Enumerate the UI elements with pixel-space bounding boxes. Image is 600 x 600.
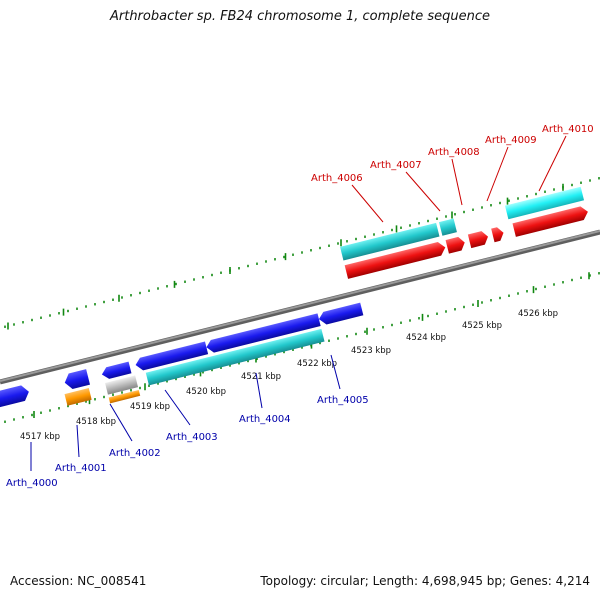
gene-blue-arth-4000[interactable] [0, 384, 31, 413]
gene-gray-arth-4002[interactable] [105, 375, 139, 395]
reverse-strand-leader-line [330, 354, 341, 390]
gene-blue-arth-4001[interactable] [63, 369, 91, 390]
gene-red-arth-4009[interactable] [491, 226, 505, 243]
gene-cyan-arth-4006[interactable] [340, 222, 440, 261]
reverse-strand-gene-label[interactable]: Arth_4002 [109, 448, 161, 459]
gene-red-arth-4007[interactable] [445, 236, 467, 254]
gene-orange-arth-4002[interactable] [108, 389, 141, 404]
gene-blue-arth-4002[interactable] [100, 361, 132, 381]
scale-label: 4521 kbp [241, 372, 281, 382]
upper-tick-row [4, 177, 600, 330]
scale-label: 4522 kbp [297, 359, 337, 369]
gene-cyan-arth-4007[interactable] [439, 218, 457, 236]
gene-cyan-arth-4010[interactable] [504, 186, 585, 220]
forward-strand-gene-label[interactable]: Arth_4008 [428, 147, 480, 158]
reverse-strand-leader-line [255, 372, 263, 409]
forward-strand-gene-label[interactable]: Arth_4010 [542, 124, 594, 135]
scale-label: 4517 kbp [20, 432, 60, 442]
reverse-strand-gene-label[interactable]: Arth_4001 [55, 463, 107, 474]
gene-blue-arth-4004[interactable] [205, 313, 321, 354]
scale-label: 4525 kbp [462, 321, 502, 331]
reverse-strand-leader-line [109, 403, 133, 442]
backbone [0, 229, 600, 385]
map-title: Arthrobacter sp. FB24 chromosome 1, comp… [109, 9, 491, 24]
gene-features [0, 186, 589, 413]
gene-red-arth-4010[interactable] [512, 205, 589, 237]
reverse-strand-leader-line [76, 424, 80, 458]
scale-label: 4518 kbp [76, 417, 116, 427]
reverse-strand-gene-label[interactable]: Arth_4000 [6, 478, 58, 489]
forward-strand-gene-label[interactable]: Arth_4007 [370, 160, 422, 171]
gene-red-arth-4008[interactable] [467, 230, 490, 249]
forward-strand-leader-line [451, 158, 463, 206]
reverse-strand-leader-line [164, 389, 191, 426]
scale-label: 4524 kbp [406, 333, 446, 343]
scale-label: 4520 kbp [186, 387, 226, 397]
gene-cyan-arth-4003[interactable] [145, 328, 325, 386]
kbp-scale-labels: 4517 kbp 4518 kbp 4519 kbp 4520 kbp 4521 kbp… [20, 309, 558, 442]
gene-orange-arth-4001[interactable] [64, 388, 92, 406]
lower-tick-row [4, 272, 600, 423]
gene-red-arth-4006[interactable] [344, 241, 447, 279]
genome-info-text: Topology: circular; Length: 4,698,945 bp… [260, 574, 590, 588]
accession-text: Accession: NC_008541 [10, 574, 147, 588]
forward-strand-gene-label[interactable]: Arth_4009 [485, 135, 537, 146]
reverse-strand-gene-label[interactable]: Arth_4003 [166, 432, 218, 443]
gene-blue-arth-4005[interactable] [317, 302, 364, 326]
scale-label: 4523 kbp [351, 346, 391, 356]
forward-strand-leader-line [351, 184, 384, 223]
gene-blue-arth-4003[interactable] [134, 341, 209, 371]
reverse-strand-gene-label[interactable]: Arth_4005 [317, 395, 369, 406]
forward-strand-gene-label[interactable]: Arth_4006 [311, 173, 363, 184]
label-leader-lines [30, 135, 567, 471]
scale-label: 4526 kbp [518, 309, 558, 319]
forward-strand-leader-line [405, 171, 441, 212]
forward-strand-leader-line [538, 135, 567, 192]
reverse-strand-gene-label[interactable]: Arth_4004 [239, 414, 291, 425]
scale-label: 4519 kbp [130, 402, 170, 412]
forward-strand-leader-line [486, 146, 509, 202]
